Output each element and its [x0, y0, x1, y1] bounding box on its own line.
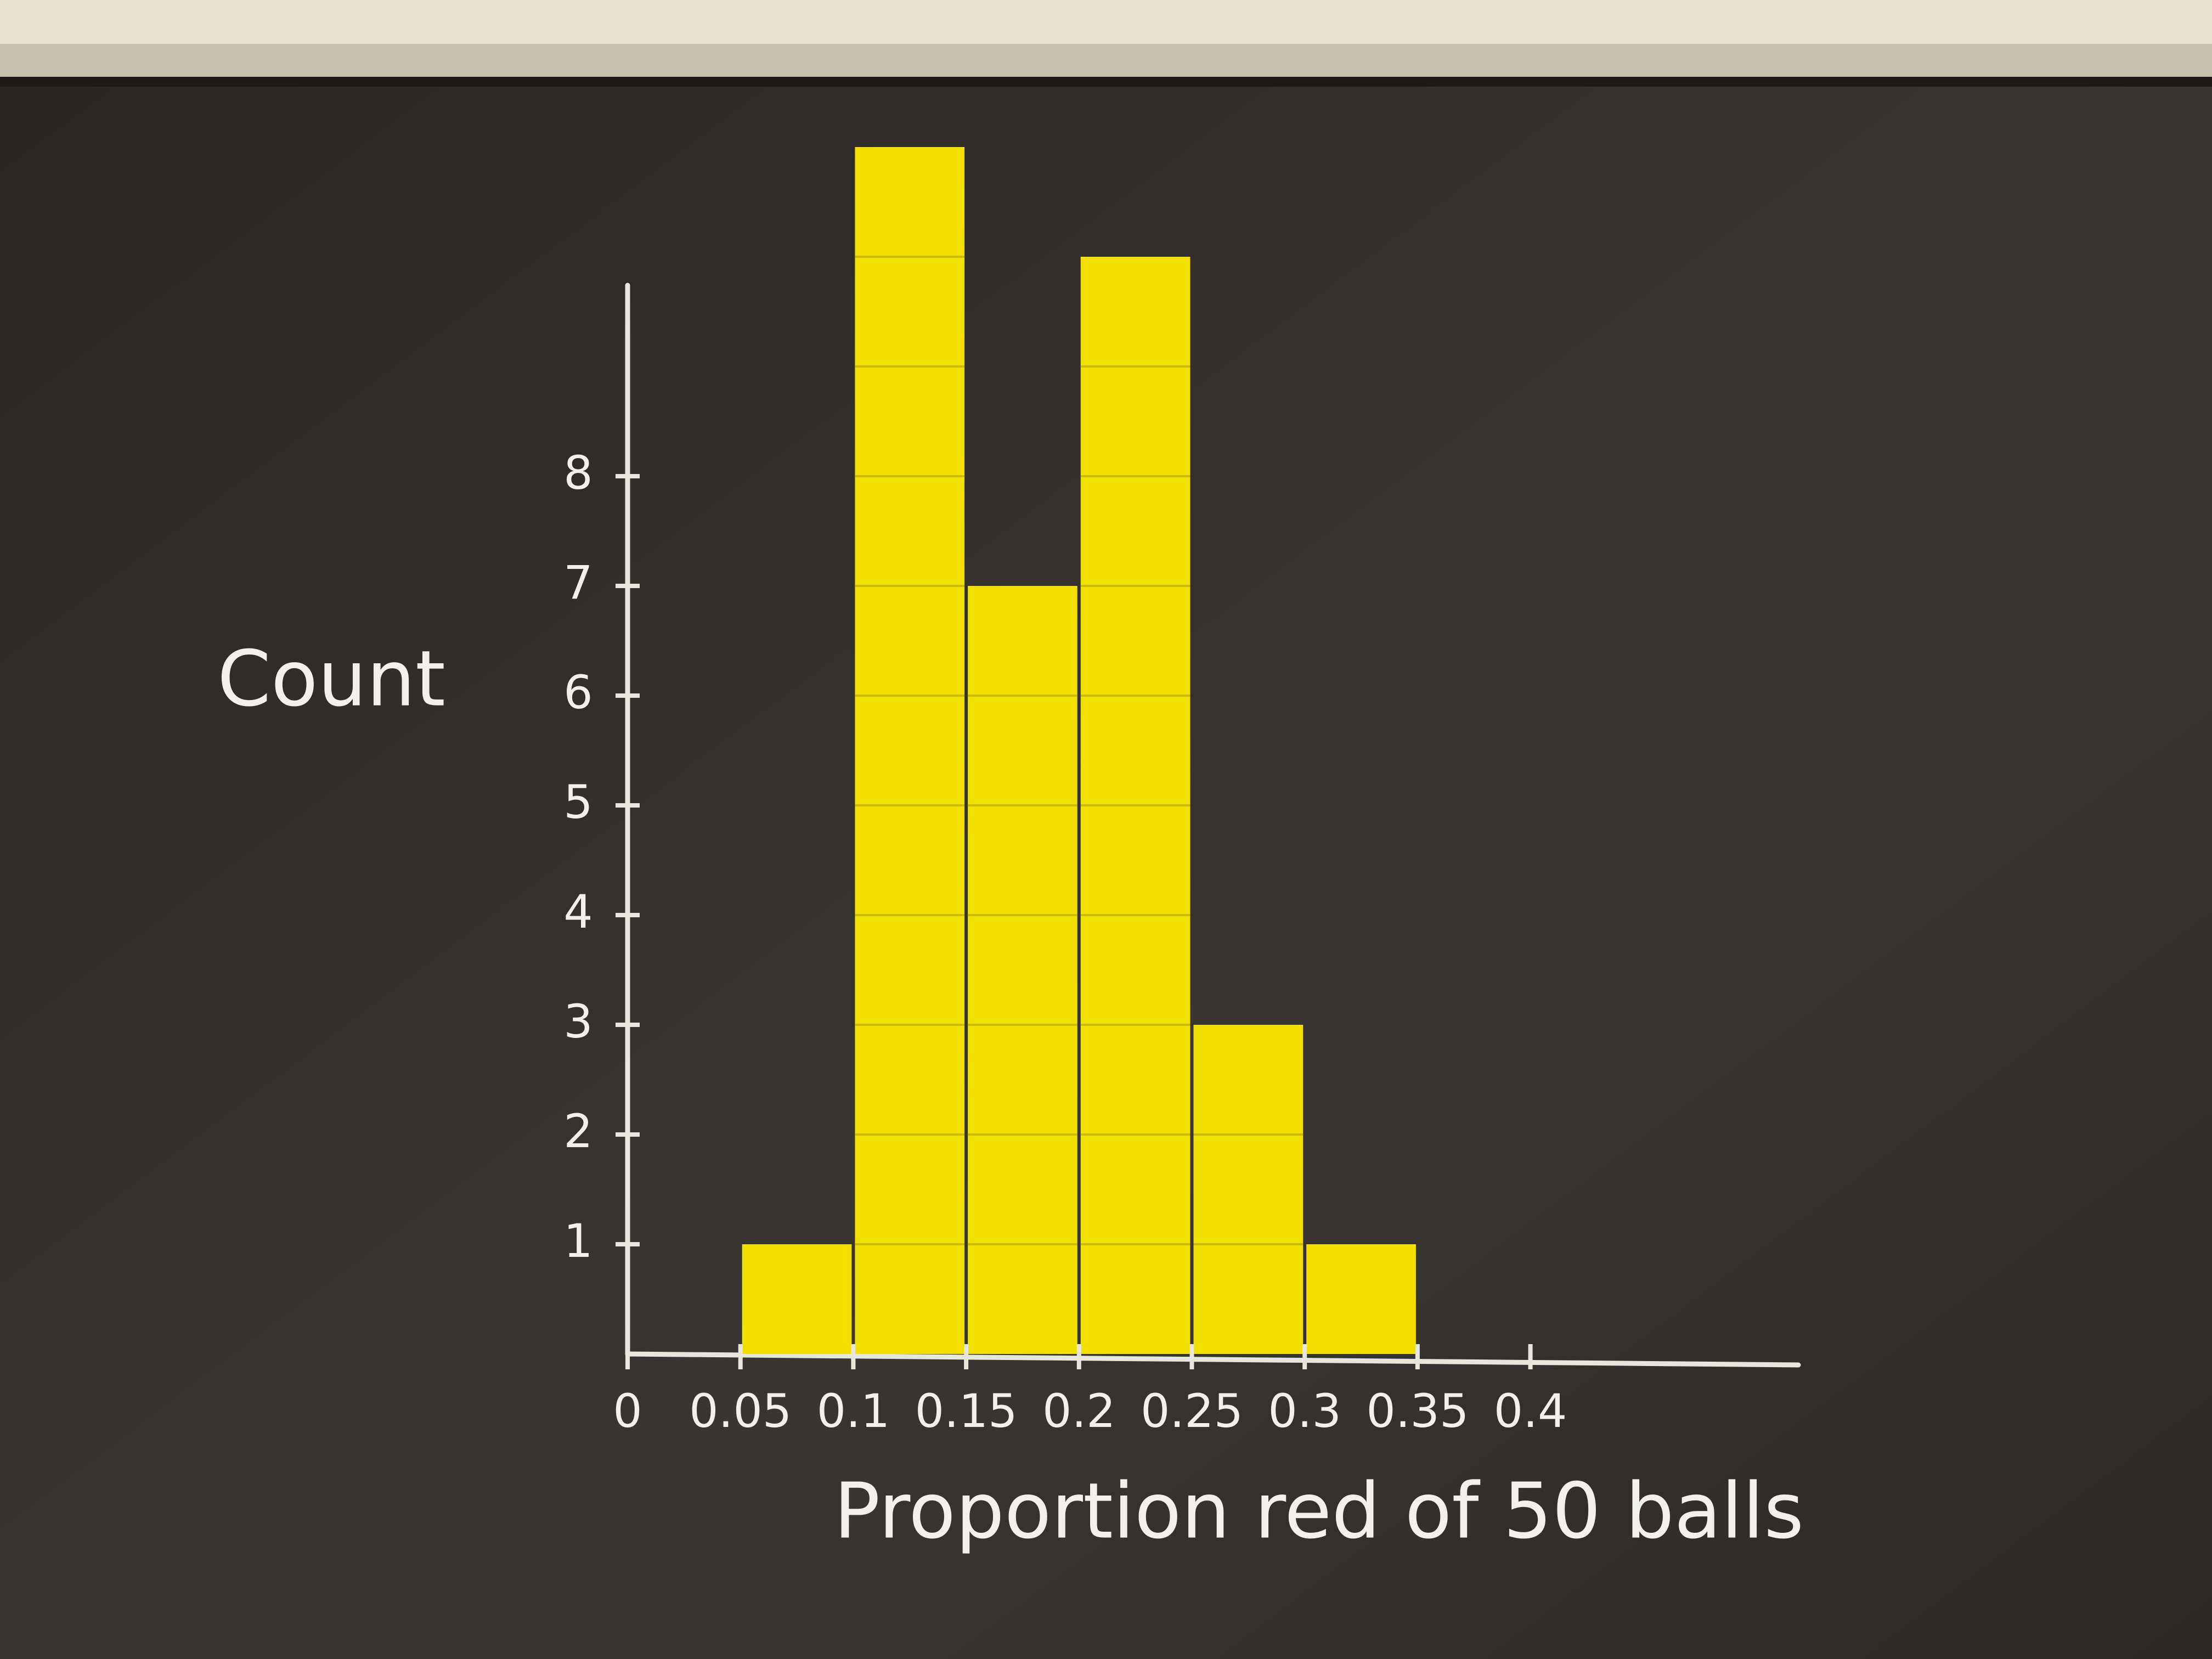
x-tick-label: 0.35 — [1366, 1384, 1469, 1438]
x-tick-label: 0.3 — [1268, 1384, 1341, 1438]
y-tick-label: 6 — [563, 665, 592, 719]
bar — [1193, 1025, 1304, 1354]
bar — [1306, 1244, 1416, 1354]
wall — [0, 0, 2212, 44]
y-tick-label: 3 — [563, 995, 592, 1048]
x-tick-label: 0.1 — [817, 1384, 890, 1438]
y-tick-label: 8 — [563, 446, 592, 500]
y-axis-title: Count — [217, 635, 445, 724]
frame-shadow — [0, 77, 2212, 87]
y-tick-label: 4 — [563, 885, 592, 939]
x-axis — [625, 1351, 1801, 1368]
bar — [742, 1244, 852, 1354]
x-tick-label: 0.4 — [1494, 1384, 1567, 1438]
x-tick-label: 0.05 — [689, 1384, 792, 1438]
x-tick-label: 0.15 — [915, 1384, 1018, 1438]
bar — [855, 147, 965, 1354]
board-frame — [0, 44, 2212, 77]
y-tick-label: 5 — [563, 775, 592, 829]
y-tick-label: 7 — [563, 556, 592, 610]
x-axis-title: Proportion red of 50 balls — [834, 1467, 1804, 1556]
bar — [968, 586, 1077, 1354]
x-tick-label: 0.2 — [1042, 1384, 1116, 1438]
x-tick-label: 0 — [613, 1384, 642, 1438]
y-tick-label: 1 — [563, 1214, 592, 1268]
x-tick-label: 0.25 — [1141, 1384, 1243, 1438]
y-tick-label: 2 — [563, 1104, 592, 1158]
